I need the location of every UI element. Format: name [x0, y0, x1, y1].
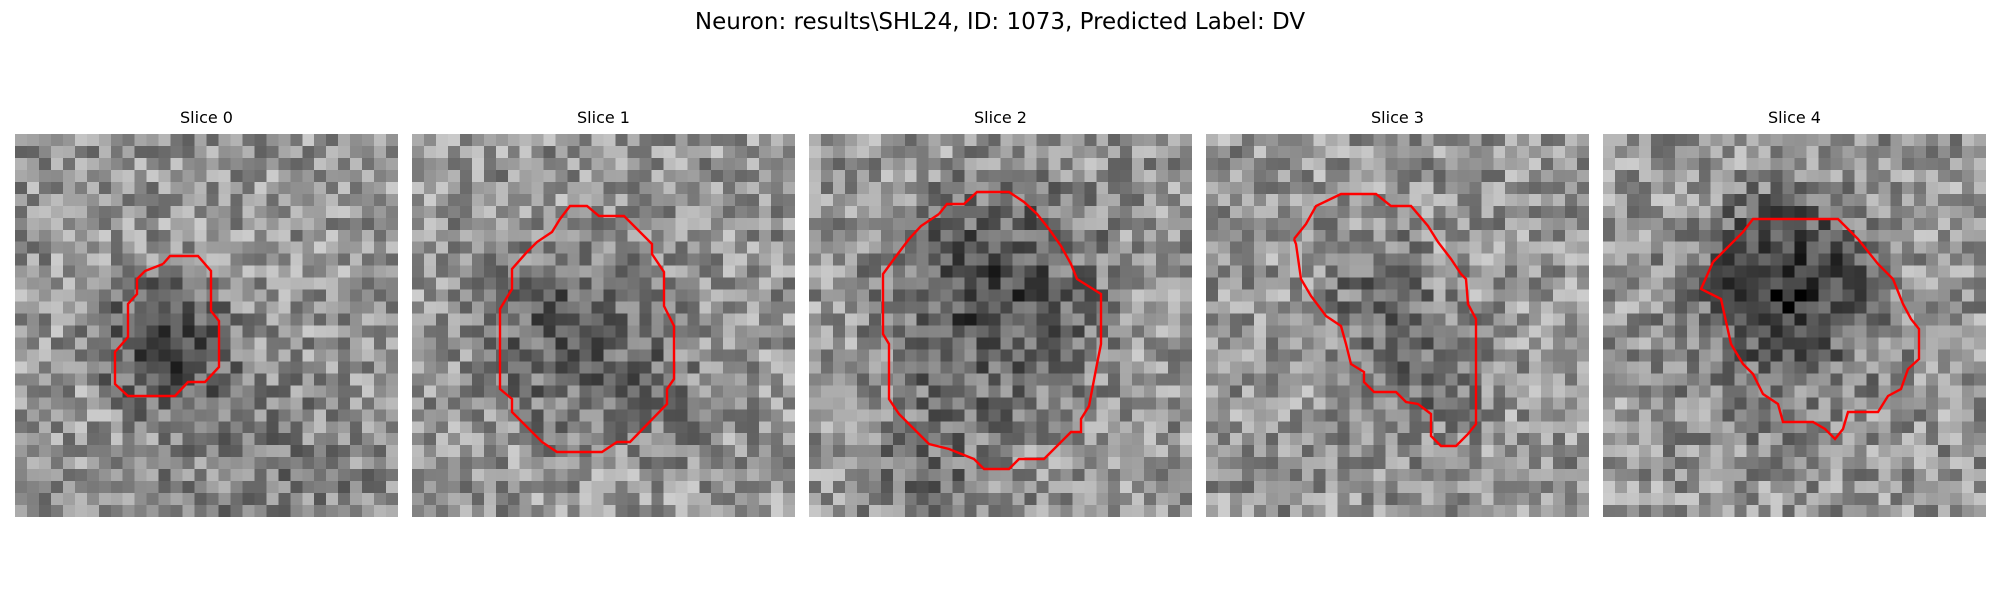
roi-outline: [1292, 192, 1478, 448]
roi-outline: [498, 204, 676, 454]
slice-image: [412, 134, 795, 517]
slice-image: [15, 134, 398, 517]
slice-panel-4: Slice 4: [1603, 108, 1986, 518]
slice-title: Slice 4: [1768, 108, 1821, 127]
slice-image: [809, 134, 1192, 517]
slice-title: Slice 0: [180, 108, 233, 127]
slice-title: Slice 1: [577, 108, 630, 127]
slice-panel-2: Slice 2: [809, 108, 1192, 518]
slice-panel-0: Slice 0: [15, 108, 398, 518]
roi-outline: [1699, 217, 1921, 441]
slice-panel-3: Slice 3: [1206, 108, 1589, 518]
figure-title: Neuron: results\SHL24, ID: 1073, Predict…: [694, 9, 1306, 35]
slice-title: Slice 3: [1371, 108, 1424, 127]
slice-title: Slice 2: [974, 108, 1027, 127]
roi-outline: [881, 190, 1103, 471]
roi-outline: [113, 254, 221, 398]
slice-image: [1206, 134, 1589, 517]
slice-image: [1603, 134, 1986, 517]
slice-panel-1: Slice 1: [412, 108, 795, 518]
